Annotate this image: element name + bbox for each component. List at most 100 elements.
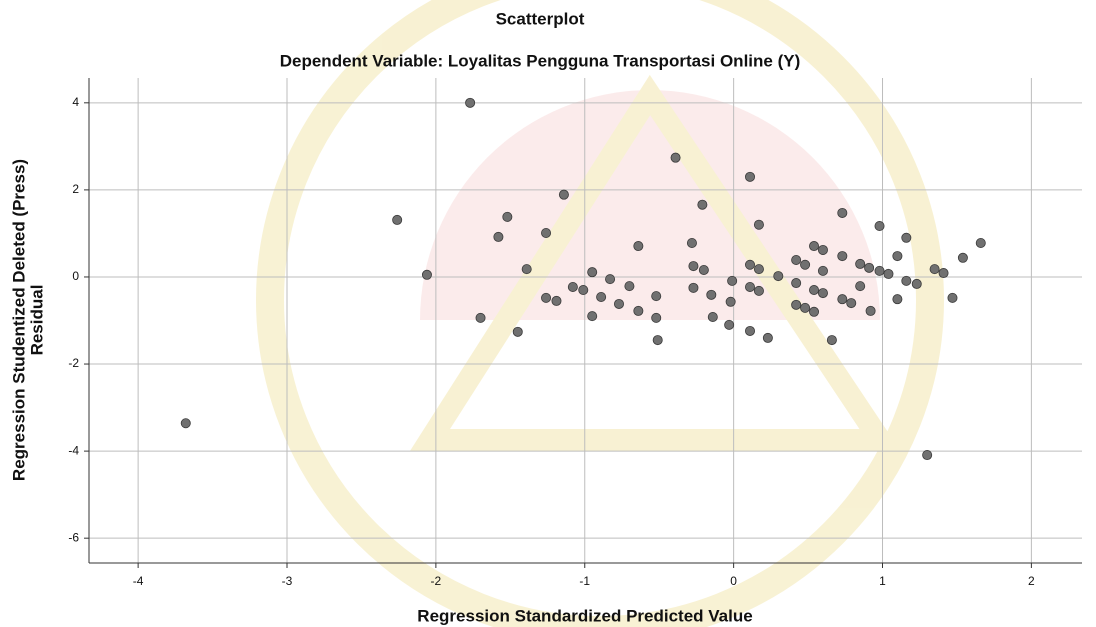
point [930, 265, 939, 274]
point [912, 279, 921, 288]
chart-subtitle: Dependent Variable: Loyalitas Pengguna T… [280, 51, 801, 70]
point [625, 282, 634, 291]
point [476, 313, 485, 322]
point [792, 255, 801, 264]
point [893, 251, 902, 260]
point [745, 172, 754, 181]
point [652, 313, 661, 322]
point [652, 292, 661, 301]
point [671, 153, 680, 162]
point [923, 450, 932, 459]
point [884, 269, 893, 278]
point [838, 208, 847, 217]
point [568, 282, 577, 291]
point [588, 268, 597, 277]
point [948, 293, 957, 302]
point [699, 265, 708, 274]
point [875, 221, 884, 230]
point [588, 312, 597, 321]
point [725, 320, 734, 329]
point [976, 238, 985, 247]
point [800, 303, 809, 312]
point [818, 245, 827, 254]
point [541, 293, 550, 302]
watermark [270, 0, 930, 627]
point [838, 251, 847, 260]
x-tick-label: 1 [879, 574, 886, 588]
point [827, 335, 836, 344]
point [856, 282, 865, 291]
point [754, 265, 763, 274]
point [634, 306, 643, 315]
point [875, 266, 884, 275]
point [866, 306, 875, 315]
point [541, 228, 550, 237]
page: {"chart_data": { "type": "scatter", "tit… [0, 0, 1096, 627]
point [958, 253, 967, 262]
point [708, 312, 717, 321]
chart: Scatterplot Dependent Variable: Loyalita… [0, 0, 1096, 627]
x-tick-label: -3 [282, 574, 293, 588]
point [763, 333, 772, 342]
point [809, 241, 818, 250]
y-axis-title: Regression Studentized Deleted (Press) [9, 159, 28, 481]
point [466, 98, 475, 107]
point [745, 260, 754, 269]
x-tick-label: 0 [730, 574, 737, 588]
point [689, 283, 698, 292]
point [634, 241, 643, 250]
x-tick-label: -2 [431, 574, 442, 588]
point [809, 285, 818, 294]
point [579, 285, 588, 294]
y-tick-label: 0 [72, 269, 79, 283]
point [181, 419, 190, 428]
point [809, 307, 818, 316]
y-tick-label: 4 [72, 95, 79, 109]
point [774, 271, 783, 280]
x-tick-label: -4 [133, 574, 144, 588]
y-tick-label: -2 [68, 356, 79, 370]
point [614, 299, 623, 308]
y-tick-label: 2 [72, 182, 79, 196]
point [393, 215, 402, 224]
point [698, 200, 707, 209]
x-tick-label: 2 [1028, 574, 1035, 588]
watermark-flag [420, 90, 880, 320]
point [838, 295, 847, 304]
point [513, 327, 522, 336]
x-tick-label: -1 [579, 574, 590, 588]
point [818, 266, 827, 275]
point [552, 296, 561, 305]
point [559, 190, 568, 199]
point [754, 220, 763, 229]
x-axis-title: Regression Standardized Predicted Value [417, 606, 752, 625]
point [865, 263, 874, 272]
y-tick-label: -4 [68, 443, 79, 457]
point [726, 297, 735, 306]
point [503, 212, 512, 221]
y-axis-title: Residual [27, 285, 46, 356]
point [494, 232, 503, 241]
y-tick-label: -6 [68, 530, 79, 544]
point [689, 261, 698, 270]
point [902, 276, 911, 285]
point [728, 276, 737, 285]
point [939, 268, 948, 277]
point [605, 275, 614, 284]
point [597, 292, 606, 301]
point [687, 238, 696, 247]
point [800, 260, 809, 269]
point [856, 259, 865, 268]
point [847, 298, 856, 307]
point [792, 300, 801, 309]
chart-title: Scatterplot [496, 9, 585, 28]
point [818, 288, 827, 297]
point [707, 290, 716, 299]
point [754, 286, 763, 295]
point [792, 278, 801, 287]
point [893, 295, 902, 304]
point [902, 233, 911, 242]
point [522, 265, 531, 274]
point [745, 282, 754, 291]
point [422, 270, 431, 279]
